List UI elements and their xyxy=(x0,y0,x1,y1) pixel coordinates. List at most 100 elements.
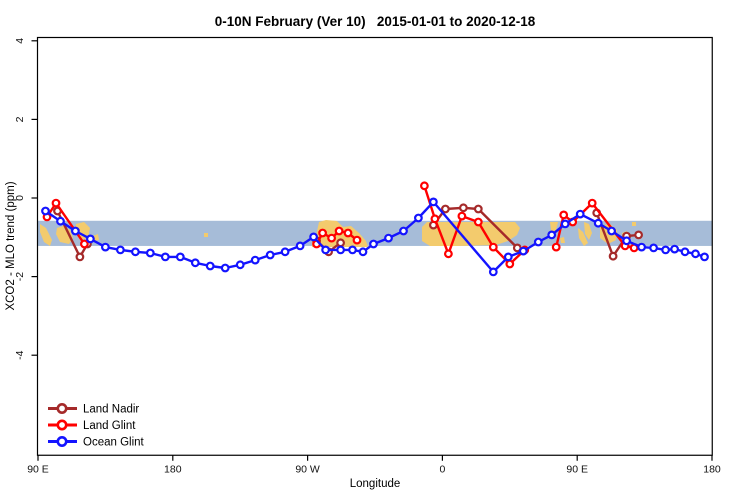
legend-item-land-glint: Land Glint xyxy=(48,419,136,432)
data-point-marker xyxy=(265,250,275,260)
y-tick-label: -4 xyxy=(14,350,26,359)
data-point-marker xyxy=(51,198,61,208)
data-point-marker xyxy=(280,247,290,257)
data-point-marker xyxy=(70,226,80,236)
data-point-marker xyxy=(649,243,658,253)
data-point-marker xyxy=(473,217,483,227)
data-point-marker xyxy=(593,218,603,228)
legend-label-ocean-glint: Ocean Glint xyxy=(83,437,145,449)
legend-item-ocean-glint: Ocean Glint xyxy=(48,435,145,449)
data-point-marker xyxy=(348,245,357,255)
legend-label-land-glint: Land Glint xyxy=(83,420,136,432)
data-point-marker xyxy=(670,244,679,254)
land-shape-sumatra-2 xyxy=(578,228,588,246)
data-point-marker xyxy=(130,247,140,257)
x-tick-label: 180 xyxy=(164,463,182,475)
data-point-marker xyxy=(503,252,513,262)
data-point-marker xyxy=(334,226,344,236)
data-point-marker xyxy=(352,235,362,245)
data-point-marker xyxy=(533,237,543,247)
data-point-marker xyxy=(608,251,618,261)
data-point-marker xyxy=(700,252,709,262)
data-point-marker xyxy=(336,245,346,255)
data-point-marker xyxy=(680,247,690,257)
data-point-marker xyxy=(309,232,319,242)
land-shape-malaya-borneo xyxy=(56,226,73,244)
data-point-marker xyxy=(369,239,378,249)
y-axis-label: XCO2 - MLO trend (ppm) xyxy=(5,181,17,310)
data-point-marker xyxy=(559,210,569,220)
data-point-marker xyxy=(430,214,440,224)
x-axis-label: Longitude xyxy=(350,478,401,490)
land-nadir-legend-marker-icon xyxy=(56,402,68,414)
x-tick-label: 0 xyxy=(439,463,445,475)
x-tick-label: 180 xyxy=(703,463,721,475)
y-tick-label: 2 xyxy=(14,116,26,122)
data-series xyxy=(41,181,709,277)
data-point-marker xyxy=(587,198,597,208)
x-tick-label: 90 E xyxy=(566,463,588,475)
x-tick-label: 90 E xyxy=(27,463,49,475)
data-point-marker xyxy=(327,233,337,243)
land-shape-halmahera-speck xyxy=(632,222,636,226)
legend: Land Nadir Land Glint Ocean Glint xyxy=(48,402,145,449)
data-point-marker xyxy=(399,226,408,236)
data-point-marker xyxy=(637,242,646,252)
data-point-marker xyxy=(518,246,528,256)
data-point-marker xyxy=(560,219,570,229)
data-point-marker xyxy=(441,204,450,214)
data-point-marker xyxy=(691,249,700,259)
series-land-glint xyxy=(42,181,639,269)
data-point-marker xyxy=(220,263,230,273)
data-point-marker xyxy=(205,261,215,271)
data-point-marker xyxy=(115,245,125,255)
data-point-marker xyxy=(75,252,85,262)
data-point-marker xyxy=(175,252,185,262)
data-point-marker xyxy=(575,209,585,219)
data-point-marker xyxy=(661,245,670,255)
data-point-marker xyxy=(473,204,483,214)
land-shape-pacific-island-speck xyxy=(204,233,208,237)
data-point-marker xyxy=(551,242,561,252)
data-point-marker xyxy=(607,226,616,236)
data-point-marker xyxy=(295,241,305,251)
data-point-marker xyxy=(547,230,557,240)
data-point-marker xyxy=(384,233,393,243)
data-point-marker xyxy=(457,211,467,221)
y-tick-label: 0 xyxy=(14,195,26,201)
data-point-marker xyxy=(318,228,328,238)
data-point-marker xyxy=(429,197,438,207)
axes: 90 E 180 90 W 0 90 E 180 4 2 0 -2 -4 xyxy=(14,38,721,476)
data-point-marker xyxy=(634,230,643,240)
y-tick-label: -2 xyxy=(14,272,26,281)
data-point-marker xyxy=(160,252,170,262)
legend-label-land-nadir: Land Nadir xyxy=(83,404,139,416)
legend-item-land-nadir: Land Nadir xyxy=(48,402,139,416)
land-shape-sumatra-west xyxy=(40,224,52,246)
x-tick-label: 90 W xyxy=(295,463,320,475)
data-point-marker xyxy=(622,236,631,246)
data-point-marker xyxy=(41,206,50,216)
plot-border xyxy=(36,36,713,456)
data-point-marker xyxy=(190,258,200,268)
ocean-glint-legend-marker-icon xyxy=(56,435,68,447)
data-point-marker xyxy=(414,213,423,223)
data-point-marker xyxy=(85,234,95,244)
data-point-marker xyxy=(321,245,331,255)
land-shape-sri-lanka xyxy=(560,237,565,243)
land-glint-legend-marker-icon xyxy=(56,419,68,431)
data-point-marker xyxy=(358,247,368,257)
series-line xyxy=(595,211,640,258)
data-point-marker xyxy=(459,203,468,213)
data-point-marker xyxy=(145,248,155,258)
data-point-marker xyxy=(343,228,353,238)
data-point-marker xyxy=(336,238,346,248)
chart-title: 0-10N February (Ver 10) 2015-01-01 to 20… xyxy=(215,14,536,29)
data-point-marker xyxy=(250,255,260,265)
series-ocean-glint xyxy=(41,197,709,277)
data-point-marker xyxy=(420,181,429,191)
data-point-marker xyxy=(488,267,498,277)
data-point-marker xyxy=(235,260,245,270)
